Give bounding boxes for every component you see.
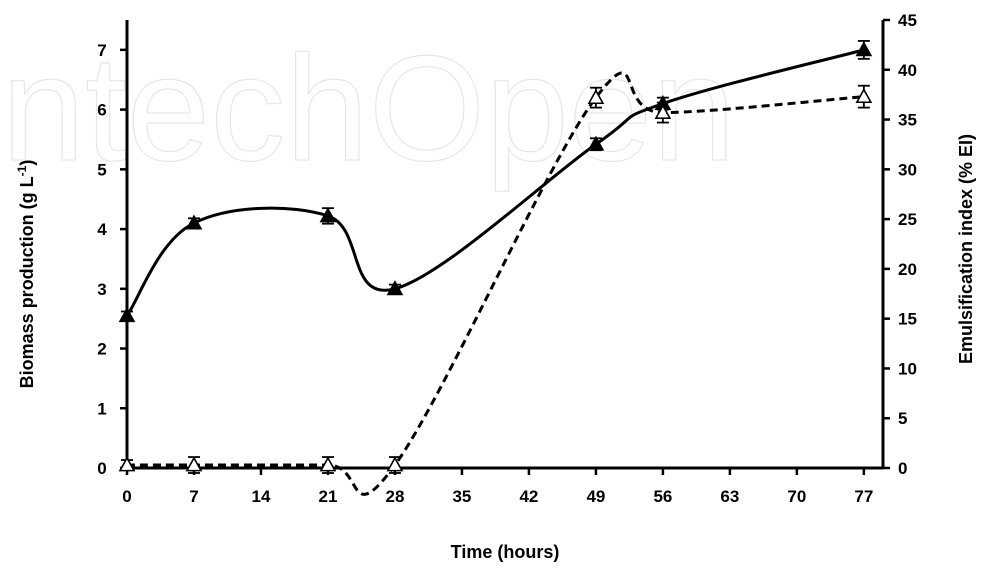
x-tick-label: 63 (720, 487, 739, 506)
y-axis-right-title: Emulsification index (% EI) (956, 134, 976, 364)
data-point (319, 456, 337, 472)
x-tick-label: 28 (385, 487, 404, 506)
y-axis-left-title: Biomass production (g L-1) (15, 160, 37, 389)
data-point (185, 456, 203, 472)
y-right-tick-label: 35 (898, 111, 917, 130)
y-right-tick-label: 20 (898, 260, 917, 279)
y-right-tick-label: 15 (898, 310, 917, 329)
x-tick-label: 56 (653, 487, 672, 506)
y-right-tick-label: 40 (898, 61, 917, 80)
data-point (587, 89, 605, 105)
data-point (319, 207, 337, 223)
x-tick-label: 7 (189, 487, 198, 506)
data-point (118, 456, 136, 472)
x-tick-label: 49 (586, 487, 605, 506)
y-left-tick-label: 3 (97, 280, 106, 299)
watermark: IntechOpen (0, 24, 736, 192)
y-right-tick-label: 25 (898, 210, 917, 229)
data-point (386, 456, 404, 472)
data-point (654, 103, 672, 119)
x-tick-label: 21 (319, 487, 338, 506)
data-point (587, 135, 605, 151)
y-left-tick-label: 6 (97, 101, 106, 120)
data-point (855, 41, 873, 57)
x-tick-label: 77 (854, 487, 873, 506)
x-tick-label: 35 (452, 487, 471, 506)
data-point (386, 280, 404, 296)
series-1 (118, 40, 873, 323)
data-point (118, 307, 136, 323)
data-point (185, 214, 203, 230)
y-left-tick-label: 2 (97, 340, 106, 359)
data-point (855, 88, 873, 104)
y-left-tick-label: 1 (97, 399, 106, 418)
y-right-tick-label: 5 (898, 409, 907, 428)
y-right-tick-label: 0 (898, 459, 907, 478)
y-left-tick-label: 0 (97, 459, 106, 478)
y-right-tick-label: 10 (898, 359, 917, 378)
series-2 (118, 71, 873, 496)
y-left-tick-label: 4 (97, 220, 107, 239)
y-left-tick-label: 7 (97, 41, 106, 60)
x-tick-label: 0 (122, 487, 131, 506)
x-tick-label: 70 (787, 487, 806, 506)
y-left-tick-label: 5 (97, 160, 106, 179)
y-right-tick-label: 30 (898, 160, 917, 179)
y-right-tick-label: 45 (898, 11, 917, 30)
x-tick-label: 14 (252, 487, 271, 506)
x-axis-title: Time (hours) (451, 542, 560, 562)
x-tick-label: 42 (519, 487, 538, 506)
